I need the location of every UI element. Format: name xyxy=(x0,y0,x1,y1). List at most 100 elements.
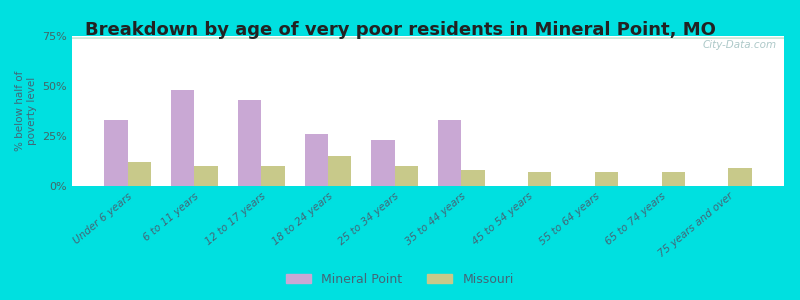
Bar xyxy=(72,36,784,38)
Bar xyxy=(72,37,784,38)
Bar xyxy=(72,38,784,39)
Legend: Mineral Point, Missouri: Mineral Point, Missouri xyxy=(282,268,518,291)
Bar xyxy=(72,37,784,39)
Bar xyxy=(72,37,784,38)
Bar xyxy=(72,36,784,38)
Bar xyxy=(72,38,784,39)
Bar xyxy=(72,37,784,38)
Bar xyxy=(72,37,784,38)
Bar xyxy=(72,37,784,38)
Bar xyxy=(72,36,784,38)
Bar xyxy=(72,37,784,38)
Bar xyxy=(595,172,618,186)
Bar xyxy=(72,37,784,38)
Bar xyxy=(72,36,784,38)
Bar xyxy=(72,37,784,39)
Bar xyxy=(528,172,551,186)
Bar xyxy=(72,36,784,38)
Bar xyxy=(171,90,194,186)
Bar xyxy=(728,168,752,186)
Bar xyxy=(72,37,784,39)
Bar xyxy=(72,36,784,38)
Bar xyxy=(72,37,784,38)
Bar xyxy=(72,37,784,39)
Bar xyxy=(72,36,784,38)
Bar xyxy=(72,37,784,39)
Bar xyxy=(72,37,784,38)
Bar xyxy=(72,37,784,39)
Bar xyxy=(72,38,784,39)
Bar xyxy=(72,37,784,38)
Bar xyxy=(72,37,784,38)
Bar xyxy=(72,36,784,38)
Bar xyxy=(72,37,784,39)
Bar xyxy=(72,37,784,38)
Bar xyxy=(72,37,784,38)
Bar xyxy=(72,37,784,39)
Bar xyxy=(72,36,784,38)
Bar xyxy=(72,36,784,38)
Bar xyxy=(72,37,784,38)
Bar xyxy=(72,36,784,38)
Bar xyxy=(72,38,784,39)
Bar xyxy=(72,37,784,38)
Bar xyxy=(72,37,784,38)
Bar xyxy=(72,37,784,38)
Bar xyxy=(261,166,285,186)
Bar xyxy=(72,37,784,38)
Bar xyxy=(104,120,128,186)
Bar xyxy=(72,36,784,38)
Bar xyxy=(72,36,784,38)
Bar xyxy=(72,37,784,38)
Bar xyxy=(72,37,784,39)
Bar xyxy=(72,36,784,38)
Bar xyxy=(72,37,784,38)
Bar xyxy=(72,37,784,39)
Bar xyxy=(72,37,784,38)
Bar xyxy=(72,36,784,38)
Bar xyxy=(305,134,328,186)
Bar xyxy=(72,36,784,38)
Bar xyxy=(72,37,784,38)
Bar xyxy=(72,37,784,38)
Bar xyxy=(72,38,784,39)
Bar xyxy=(72,38,784,39)
Bar xyxy=(72,38,784,39)
Bar xyxy=(72,38,784,39)
Bar xyxy=(72,37,784,38)
Bar xyxy=(72,36,784,38)
Bar xyxy=(72,36,784,38)
Bar xyxy=(662,172,685,186)
Bar xyxy=(72,37,784,38)
Bar xyxy=(72,37,784,38)
Bar xyxy=(72,37,784,38)
Bar xyxy=(72,36,784,38)
Bar xyxy=(72,36,784,38)
Bar xyxy=(72,37,784,39)
Bar xyxy=(72,37,784,39)
Bar xyxy=(194,166,218,186)
Bar xyxy=(72,37,784,38)
Bar xyxy=(72,37,784,38)
Bar xyxy=(72,37,784,38)
Bar xyxy=(72,37,784,38)
Bar xyxy=(72,37,784,39)
Bar xyxy=(438,120,462,186)
Bar xyxy=(72,37,784,38)
Bar xyxy=(394,166,418,186)
Bar xyxy=(72,37,784,39)
Bar xyxy=(72,37,784,39)
Bar xyxy=(371,140,394,186)
Bar xyxy=(72,36,784,38)
Bar xyxy=(72,37,784,38)
Bar xyxy=(72,36,784,38)
Bar xyxy=(72,37,784,39)
Bar xyxy=(72,37,784,39)
Bar xyxy=(72,36,784,38)
Bar xyxy=(462,170,485,186)
Bar xyxy=(238,100,261,186)
Text: Breakdown by age of very poor residents in Mineral Point, MO: Breakdown by age of very poor residents … xyxy=(85,21,715,39)
Bar xyxy=(72,37,784,38)
Bar xyxy=(72,36,784,38)
Bar xyxy=(72,36,784,38)
